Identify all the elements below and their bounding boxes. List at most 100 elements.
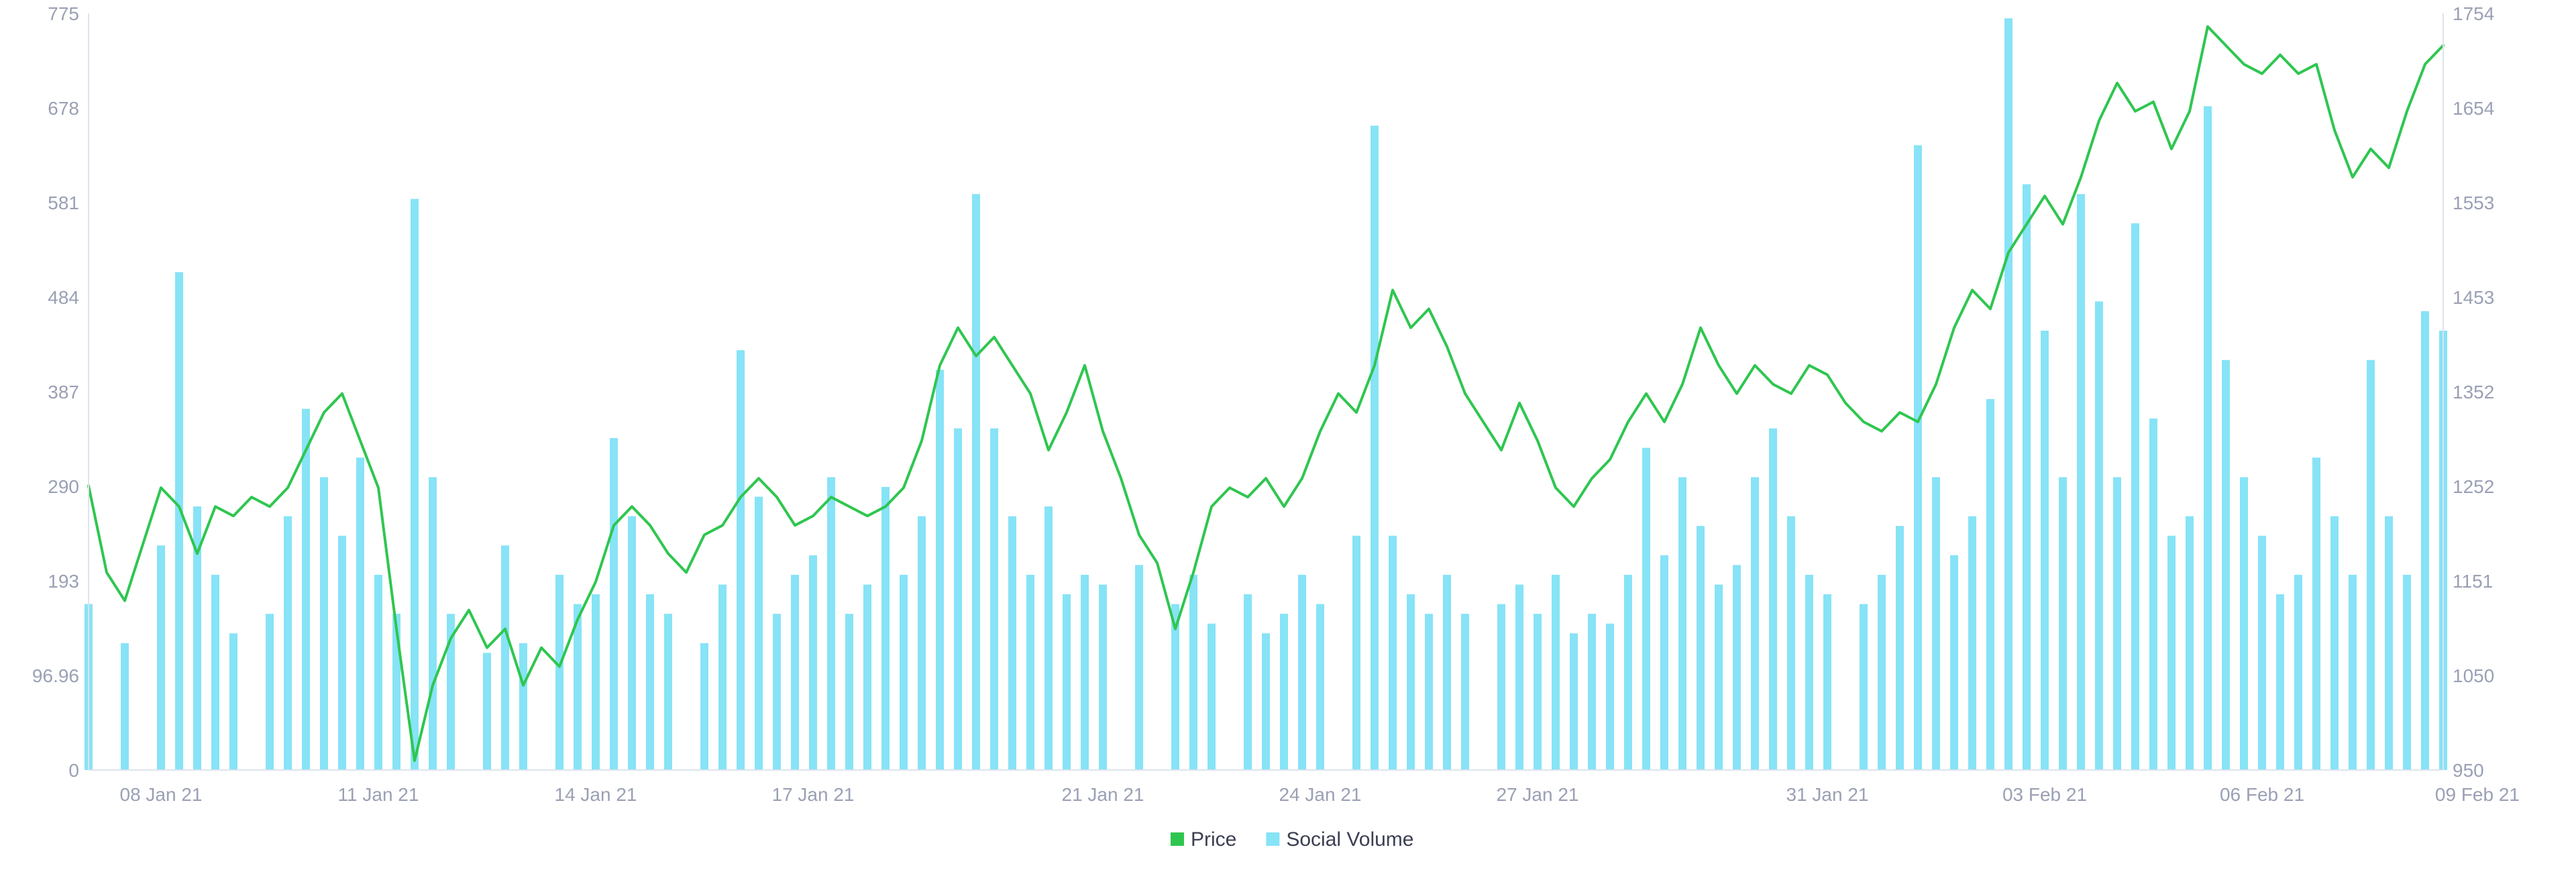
social-volume-bar bbox=[664, 614, 672, 770]
social-volume-bar bbox=[2041, 331, 2049, 770]
social-volume-bar bbox=[646, 594, 654, 770]
social-volume-bar bbox=[374, 574, 382, 770]
social-volume-bar bbox=[1986, 398, 1994, 770]
social-volume-bar bbox=[1932, 477, 1940, 770]
social-volume-bar bbox=[2222, 360, 2230, 770]
legend-swatch bbox=[1266, 832, 1280, 846]
social-volume-bar bbox=[2385, 516, 2393, 770]
social-volume-bar bbox=[266, 614, 274, 770]
social-volume-bar bbox=[1135, 565, 1143, 770]
social-volume-bar bbox=[918, 516, 926, 770]
social-volume-bar bbox=[1425, 614, 1433, 770]
y-right-tick-label: 1553 bbox=[2453, 193, 2494, 213]
social-volume-bar bbox=[1189, 574, 1197, 770]
legend[interactable]: Price Social Volume bbox=[1171, 828, 1413, 851]
y-right-tick-label: 1252 bbox=[2453, 476, 2494, 497]
social-volume-bar bbox=[1044, 506, 1053, 770]
x-tick-label: 21 Jan 21 bbox=[1062, 784, 1144, 805]
social-volume-bar bbox=[193, 506, 201, 770]
price-line-layer bbox=[87, 25, 2445, 762]
social-volume-bar bbox=[1407, 594, 1415, 770]
social-volume-bar bbox=[1443, 574, 1451, 770]
social-volume-bar bbox=[2131, 223, 2139, 770]
social-volume-bar bbox=[809, 555, 817, 770]
y-left-tick-label: 193 bbox=[48, 571, 79, 592]
social-volume-bar bbox=[2113, 477, 2121, 770]
social-volume-bar bbox=[555, 574, 564, 770]
social-volume-bar bbox=[2349, 574, 2357, 770]
x-tick-label: 27 Jan 21 bbox=[1497, 784, 1579, 805]
social-volume-bar bbox=[2330, 516, 2339, 770]
social-volume-bar bbox=[2167, 535, 2176, 770]
social-volume-bar bbox=[900, 574, 908, 770]
social-volume-bar bbox=[1860, 604, 1868, 770]
social-volume-bar bbox=[1008, 516, 1016, 770]
social-volume-bar bbox=[2077, 194, 2085, 770]
social-volume-bar bbox=[1660, 555, 1668, 770]
social-volume-bar bbox=[1678, 477, 1686, 770]
social-volume-bar bbox=[1352, 535, 1360, 770]
social-volume-bars bbox=[85, 18, 2447, 771]
social-volume-bar bbox=[1787, 516, 1795, 770]
y-right-tick-label: 950 bbox=[2453, 760, 2484, 781]
social-volume-bar bbox=[1642, 447, 1650, 770]
y-right-tick-label: 1151 bbox=[2453, 571, 2493, 592]
social-volume-bar bbox=[320, 477, 328, 770]
social-volume-bar bbox=[2186, 516, 2194, 770]
social-volume-bar bbox=[2312, 457, 2320, 770]
social-volume-bar bbox=[2059, 477, 2067, 770]
social-volume-bar bbox=[1769, 428, 1777, 770]
x-tick-label: 17 Jan 21 bbox=[772, 784, 855, 805]
y-left-tick-label: 387 bbox=[48, 382, 79, 402]
social-volume-bar bbox=[1570, 633, 1578, 770]
y-left-tick-label: 290 bbox=[48, 476, 79, 497]
social-volume-bar bbox=[2004, 18, 2012, 770]
x-tick-label: 08 Jan 21 bbox=[120, 784, 203, 805]
social-volume-bar bbox=[1461, 614, 1469, 770]
y-right-tick-label: 1654 bbox=[2453, 98, 2494, 119]
social-volume-bar bbox=[972, 194, 980, 770]
social-volume-bar bbox=[2149, 419, 2157, 770]
social-volume-bar bbox=[1208, 623, 1216, 770]
social-volume-bar bbox=[1715, 584, 1723, 770]
social-volume-bar bbox=[429, 477, 437, 770]
social-volume-bar bbox=[1805, 574, 1813, 770]
x-tick-label: 31 Jan 21 bbox=[1786, 784, 1869, 805]
social-volume-bar bbox=[157, 545, 165, 770]
social-volume-bar bbox=[936, 370, 944, 770]
axes: 0 96.96 193 290 387 484 581 678 775 950 1050 1151 12… bbox=[32, 3, 2520, 805]
social-volume-bar bbox=[1823, 594, 1831, 770]
social-volume-bar bbox=[175, 272, 183, 770]
legend-item-price[interactable]: Price bbox=[1171, 828, 1236, 851]
social-volume-bar bbox=[2095, 301, 2103, 770]
legend-item-social-volume[interactable]: Social Volume bbox=[1266, 828, 1413, 851]
social-volume-bar bbox=[1968, 516, 1976, 770]
y-left-tick-label: 484 bbox=[48, 287, 79, 308]
social-volume-bar bbox=[1606, 623, 1614, 770]
x-tick-label: 09 Feb 21 bbox=[2435, 784, 2520, 805]
social-volume-bar bbox=[1280, 614, 1288, 770]
social-volume-bar bbox=[338, 535, 346, 770]
social-volume-bar bbox=[284, 516, 292, 770]
x-tick-label: 24 Jan 21 bbox=[1279, 784, 1362, 805]
social-volume-bar bbox=[773, 614, 781, 770]
social-volume-bar bbox=[1878, 574, 1886, 770]
y-left-tick-label: 96.96 bbox=[32, 665, 79, 686]
social-volume-bar bbox=[1733, 565, 1741, 770]
social-volume-bar bbox=[1298, 574, 1306, 770]
social-volume-bar bbox=[1081, 574, 1089, 770]
social-volume-bar bbox=[483, 653, 491, 770]
x-tick-label: 11 Jan 21 bbox=[338, 784, 419, 805]
y-right-tick-label: 1754 bbox=[2453, 3, 2494, 24]
legend-label: Social Volume bbox=[1286, 828, 1413, 851]
social-volume-bar bbox=[827, 477, 835, 770]
social-volume-bar bbox=[1751, 477, 1759, 770]
social-volume-bar bbox=[863, 584, 871, 770]
social-volume-bar bbox=[2403, 574, 2411, 770]
social-volume-bar bbox=[1244, 594, 1252, 770]
social-volume-bar bbox=[447, 614, 455, 770]
y-left-tick-label: 678 bbox=[48, 98, 79, 119]
social-volume-bar bbox=[229, 633, 237, 770]
